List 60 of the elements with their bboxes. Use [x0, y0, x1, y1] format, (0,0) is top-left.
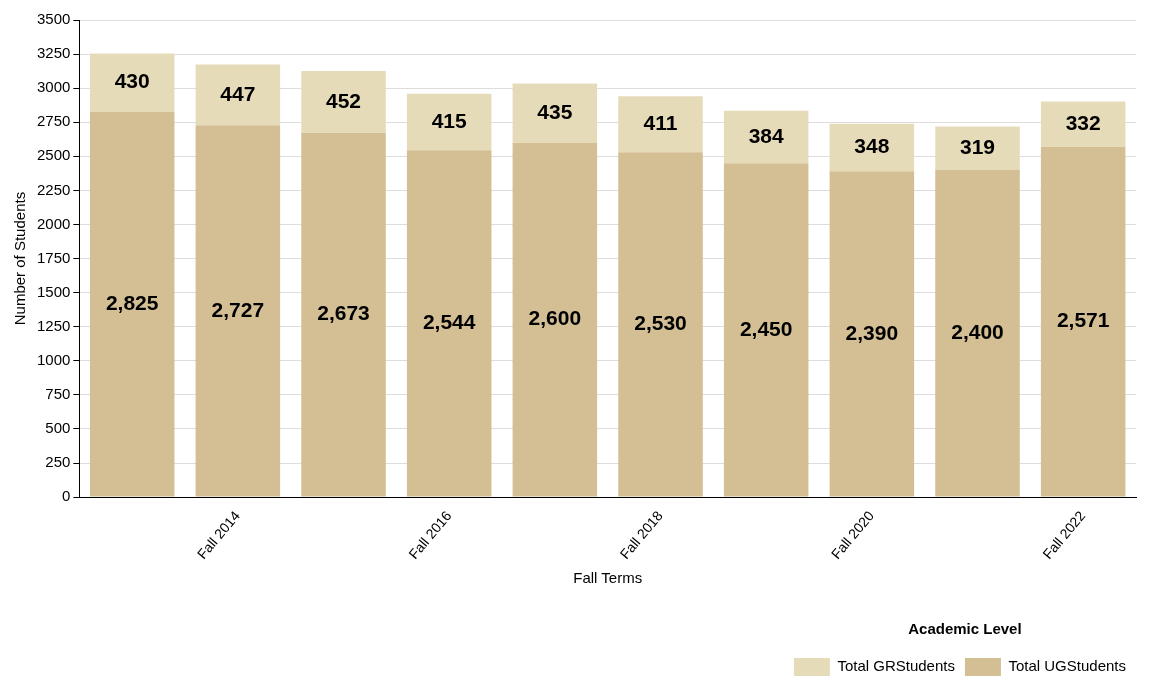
- data-label: 435: [537, 99, 573, 123]
- data-label: 2,727: [211, 297, 265, 321]
- legend-label: Total UGStudents: [1008, 657, 1126, 675]
- y-tick-label: 3500: [36, 10, 71, 28]
- bar: [406, 93, 492, 151]
- bar: [1040, 146, 1126, 497]
- bar: [1040, 101, 1126, 147]
- x-axis-title: Fall Terms: [573, 569, 643, 587]
- y-tick-label: 1750: [36, 248, 71, 266]
- bar: [935, 169, 1020, 497]
- y-tick-label: 2250: [36, 180, 71, 198]
- bar: [618, 152, 703, 497]
- bar: [195, 125, 281, 497]
- bar: [89, 53, 175, 113]
- bar: [723, 110, 809, 164]
- y-tick-label: 3000: [36, 78, 71, 96]
- y-tick-label: 2000: [36, 214, 71, 232]
- data-label: 2,390: [845, 320, 899, 344]
- bar: [406, 150, 492, 497]
- bar: [301, 71, 386, 133]
- data-label: 415: [431, 108, 468, 132]
- bar: [301, 132, 386, 497]
- data-label: 348: [854, 134, 890, 158]
- data-label: 2,825: [105, 291, 159, 315]
- y-tick-label: 250: [45, 453, 71, 471]
- data-label: 447: [220, 81, 256, 105]
- bar: [723, 163, 809, 497]
- data-label: 319: [959, 135, 996, 158]
- data-label: 384: [748, 123, 785, 147]
- data-label: 2,571: [1056, 308, 1110, 332]
- data-label: 452: [326, 88, 362, 112]
- bar: [829, 123, 915, 172]
- legend-title: Academic Level: [908, 619, 1022, 637]
- data-label: 2,544: [422, 310, 476, 334]
- y-tick-label: 3250: [36, 44, 71, 62]
- y-tick-label: 2750: [36, 112, 71, 130]
- bar: [829, 171, 915, 497]
- legend-label: Total GRStudents: [837, 657, 955, 675]
- data-label: 332: [1065, 110, 1101, 134]
- y-tick-label: 500: [45, 419, 71, 437]
- bar: [935, 126, 1020, 170]
- y-tick-label: 1250: [36, 316, 71, 334]
- y-tick-label: 0: [62, 487, 71, 505]
- bar: [89, 112, 175, 497]
- data-label: 2,400: [951, 320, 1004, 344]
- data-label: 2,450: [739, 316, 793, 340]
- data-label: 430: [114, 69, 150, 93]
- data-label: 2,600: [528, 306, 582, 330]
- data-label: 2,673: [317, 301, 370, 325]
- bar: [195, 64, 281, 126]
- y-tick-label: 1500: [36, 282, 71, 300]
- y-tick-label: 1000: [36, 350, 71, 368]
- data-label: 411: [643, 111, 678, 135]
- y-tick-label: 750: [45, 384, 71, 402]
- data-label: 2,530: [634, 311, 687, 335]
- y-axis-title: Number of Students: [11, 191, 29, 326]
- bar: [512, 83, 598, 143]
- bar: [512, 142, 598, 497]
- y-tick-label: 2500: [36, 146, 71, 164]
- bar: [618, 96, 703, 153]
